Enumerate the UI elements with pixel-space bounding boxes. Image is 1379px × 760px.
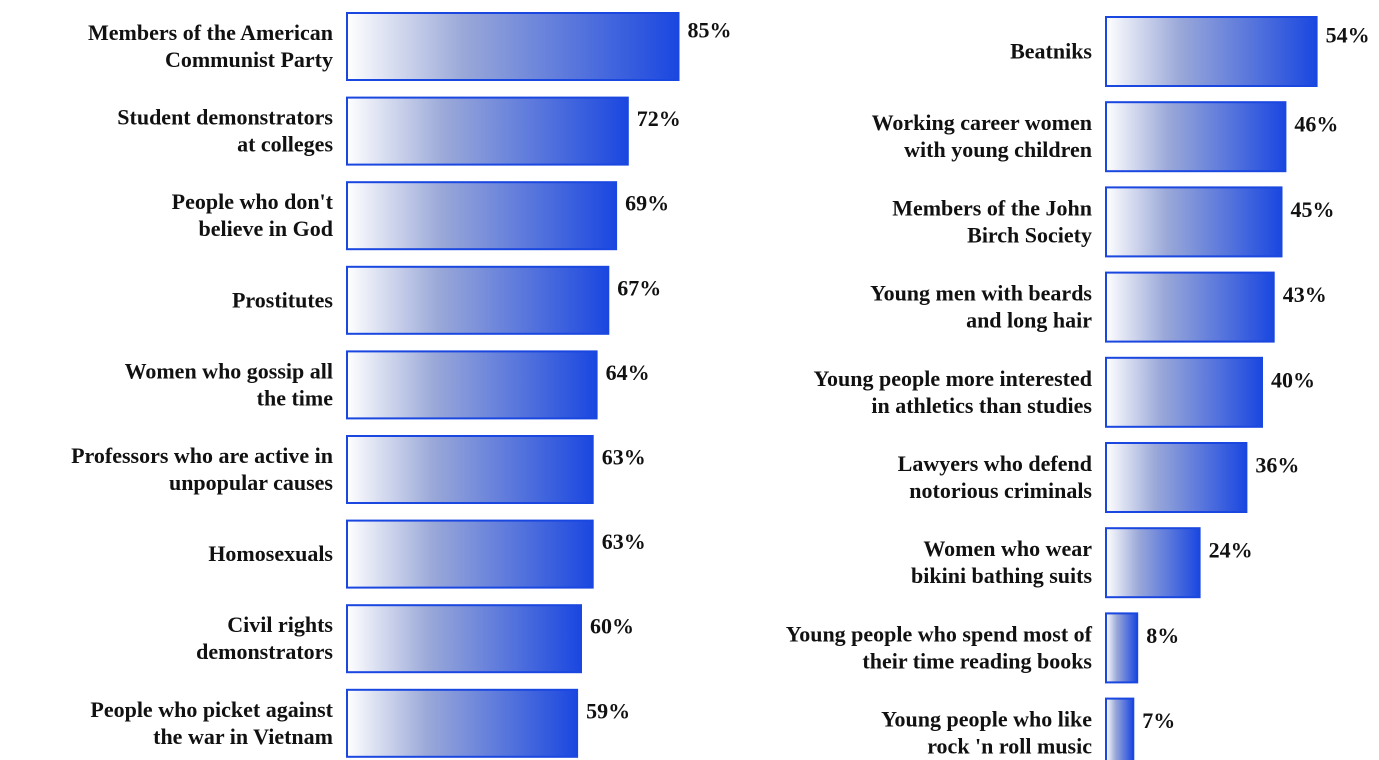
value-label-lawyers-who-defend-notorious-criminals: 36% [1255,453,1299,478]
value-label-working-career-women-with-young-children: 46% [1294,112,1338,137]
value-label-people-who-picket-against-the-war-in-vietnam: 59% [586,698,630,723]
value-label-student-demonstrators-at-colleges: 72% [637,106,681,131]
bar-row-young-people-who-spend-most-of-their-time-reading-books: Young people who spend most of their time… [786,612,1179,684]
value-label-members-of-the-john-birch-society: 45% [1291,197,1335,222]
value-label-professors-who-are-active-in-unpopular-causes: 63% [602,445,646,470]
bar-working-career-women-with-young-children [1105,101,1287,173]
bar-student-demonstrators-at-colleges [346,96,629,166]
category-label-beatniks: Beatniks [1010,39,1092,64]
bar-women-who-gossip-all-the-time [346,350,598,420]
bar-young-men-with-beards-and-long-hair [1105,271,1275,343]
value-label-women-who-gossip-all-the-time: 64% [606,360,650,385]
category-label-members-of-the-john-birch-society: Members of the John Birch Society [892,195,1092,247]
bar-row-women-who-wear-bikini-bathing-suits: Women who wear bikini bathing suits 24% [911,527,1253,599]
value-label-people-who-don-t-believe-in-god: 69% [625,191,669,216]
category-label-members-of-the-american-communist-party: Members of the American Communist Party [88,20,333,72]
bar-row-prostitutes: Prostitutes 67% [232,265,661,335]
bar-beatniks [1105,16,1318,87]
bar-row-professors-who-are-active-in-unpopular-causes: Professors who are active in unpopular ca… [71,435,646,504]
bar-row-student-demonstrators-at-colleges: Student demonstrators at colleges 72% [117,96,681,166]
right-chart-panel: Beatniks 54% Working career women with youn… [786,16,1370,760]
bar-row-working-career-women-with-young-children: Working career women with young children 4… [872,101,1338,173]
category-label-civil-rights-demonstrators: Civil rights demonstrators [196,612,333,664]
bar-young-people-more-interested-in-athletics-than-studies [1105,356,1263,428]
bar-row-people-who-don-t-believe-in-god: People who don't believe in God 69% [172,181,669,251]
bar-young-people-who-like-rock-n-roll-music [1105,697,1135,760]
bar-civil-rights-demonstrators [346,604,582,674]
category-label-lawyers-who-defend-notorious-criminals: Lawyers who defend notorious criminals [898,451,1093,503]
bar-row-young-men-with-beards-and-long-hair: Young men with beards and long hair 43% [870,271,1327,343]
value-label-young-people-who-like-rock-n-roll-music: 7% [1142,708,1175,733]
category-label-homosexuals: Homosexuals [208,541,333,566]
category-label-women-who-gossip-all-the-time: Women who gossip all the time [125,358,334,410]
category-label-prostitutes: Prostitutes [232,287,333,312]
value-label-prostitutes: 67% [617,275,661,300]
bar-row-people-who-picket-against-the-war-in-vietnam: People who picket against the war in Viet… [90,688,630,758]
value-label-women-who-wear-bikini-bathing-suits: 24% [1209,538,1253,563]
bar-row-civil-rights-demonstrators: Civil rights demonstrators 60% [196,604,634,674]
bar-people-who-picket-against-the-war-in-vietnam [346,688,579,758]
category-label-professors-who-are-active-in-unpopular-causes: Professors who are active in unpopular ca… [71,443,333,495]
category-label-working-career-women-with-young-children: Working career women with young children [872,110,1092,162]
value-label-civil-rights-demonstrators: 60% [590,614,634,639]
bar-row-young-people-more-interested-in-athletics-than-studies: Young people more interested in athletics… [814,356,1315,428]
bar-row-members-of-the-john-birch-society: Members of the John Birch Society 45% [892,186,1335,258]
value-label-beatniks: 54% [1326,23,1370,48]
bar-lawyers-who-defend-notorious-criminals [1105,442,1248,513]
bar-prostitutes [346,265,610,335]
bar-row-homosexuals: Homosexuals 63% [208,519,646,589]
bar-women-who-wear-bikini-bathing-suits [1105,527,1201,599]
bar-professors-who-are-active-in-unpopular-causes [346,435,594,504]
bar-row-lawyers-who-defend-notorious-criminals: Lawyers who defend notorious criminals 36% [898,442,1299,513]
category-label-people-who-don-t-believe-in-god: People who don't believe in God [172,189,334,241]
category-label-student-demonstrators-at-colleges: Student demonstrators at colleges [117,105,333,157]
bar-row-members-of-the-american-communist-party: Members of the American Communist Party 85… [88,12,732,81]
bar-homosexuals [346,519,594,589]
value-label-homosexuals: 63% [602,529,646,554]
bar-members-of-the-john-birch-society [1105,186,1283,258]
category-label-young-people-who-like-rock-n-roll-music: Young people who like rock 'n roll music [881,707,1092,759]
category-label-young-people-more-interested-in-athletics-than-studies: Young people more interested in athletics… [814,366,1093,418]
category-label-young-men-with-beards-and-long-hair: Young men with beards and long hair [870,281,1092,333]
value-label-young-people-who-spend-most-of-their-time-reading-books: 8% [1146,623,1179,648]
bar-row-young-people-who-like-rock-n-roll-music: Young people who like rock 'n roll music 7… [881,697,1175,760]
value-label-young-people-more-interested-in-athletics-than-studies: 40% [1271,367,1315,392]
bar-members-of-the-american-communist-party [346,12,680,81]
left-chart-panel: Members of the American Communist Party 85… [71,12,732,758]
bar-row-women-who-gossip-all-the-time: Women who gossip all the time 64% [125,350,650,420]
category-label-people-who-picket-against-the-war-in-vietnam: People who picket against the war in Viet… [90,697,333,749]
value-label-young-men-with-beards-and-long-hair: 43% [1283,282,1327,307]
bar-young-people-who-spend-most-of-their-time-reading-books [1105,612,1139,684]
value-label-members-of-the-american-communist-party: 85% [688,18,732,43]
bar-people-who-don-t-believe-in-god [346,181,618,251]
category-label-young-people-who-spend-most-of-their-time-reading-books: Young people who spend most of their time… [786,621,1093,673]
bar-row-beatniks: Beatniks 54% [1010,16,1370,87]
category-label-women-who-wear-bikini-bathing-suits: Women who wear bikini bathing suits [911,536,1092,588]
